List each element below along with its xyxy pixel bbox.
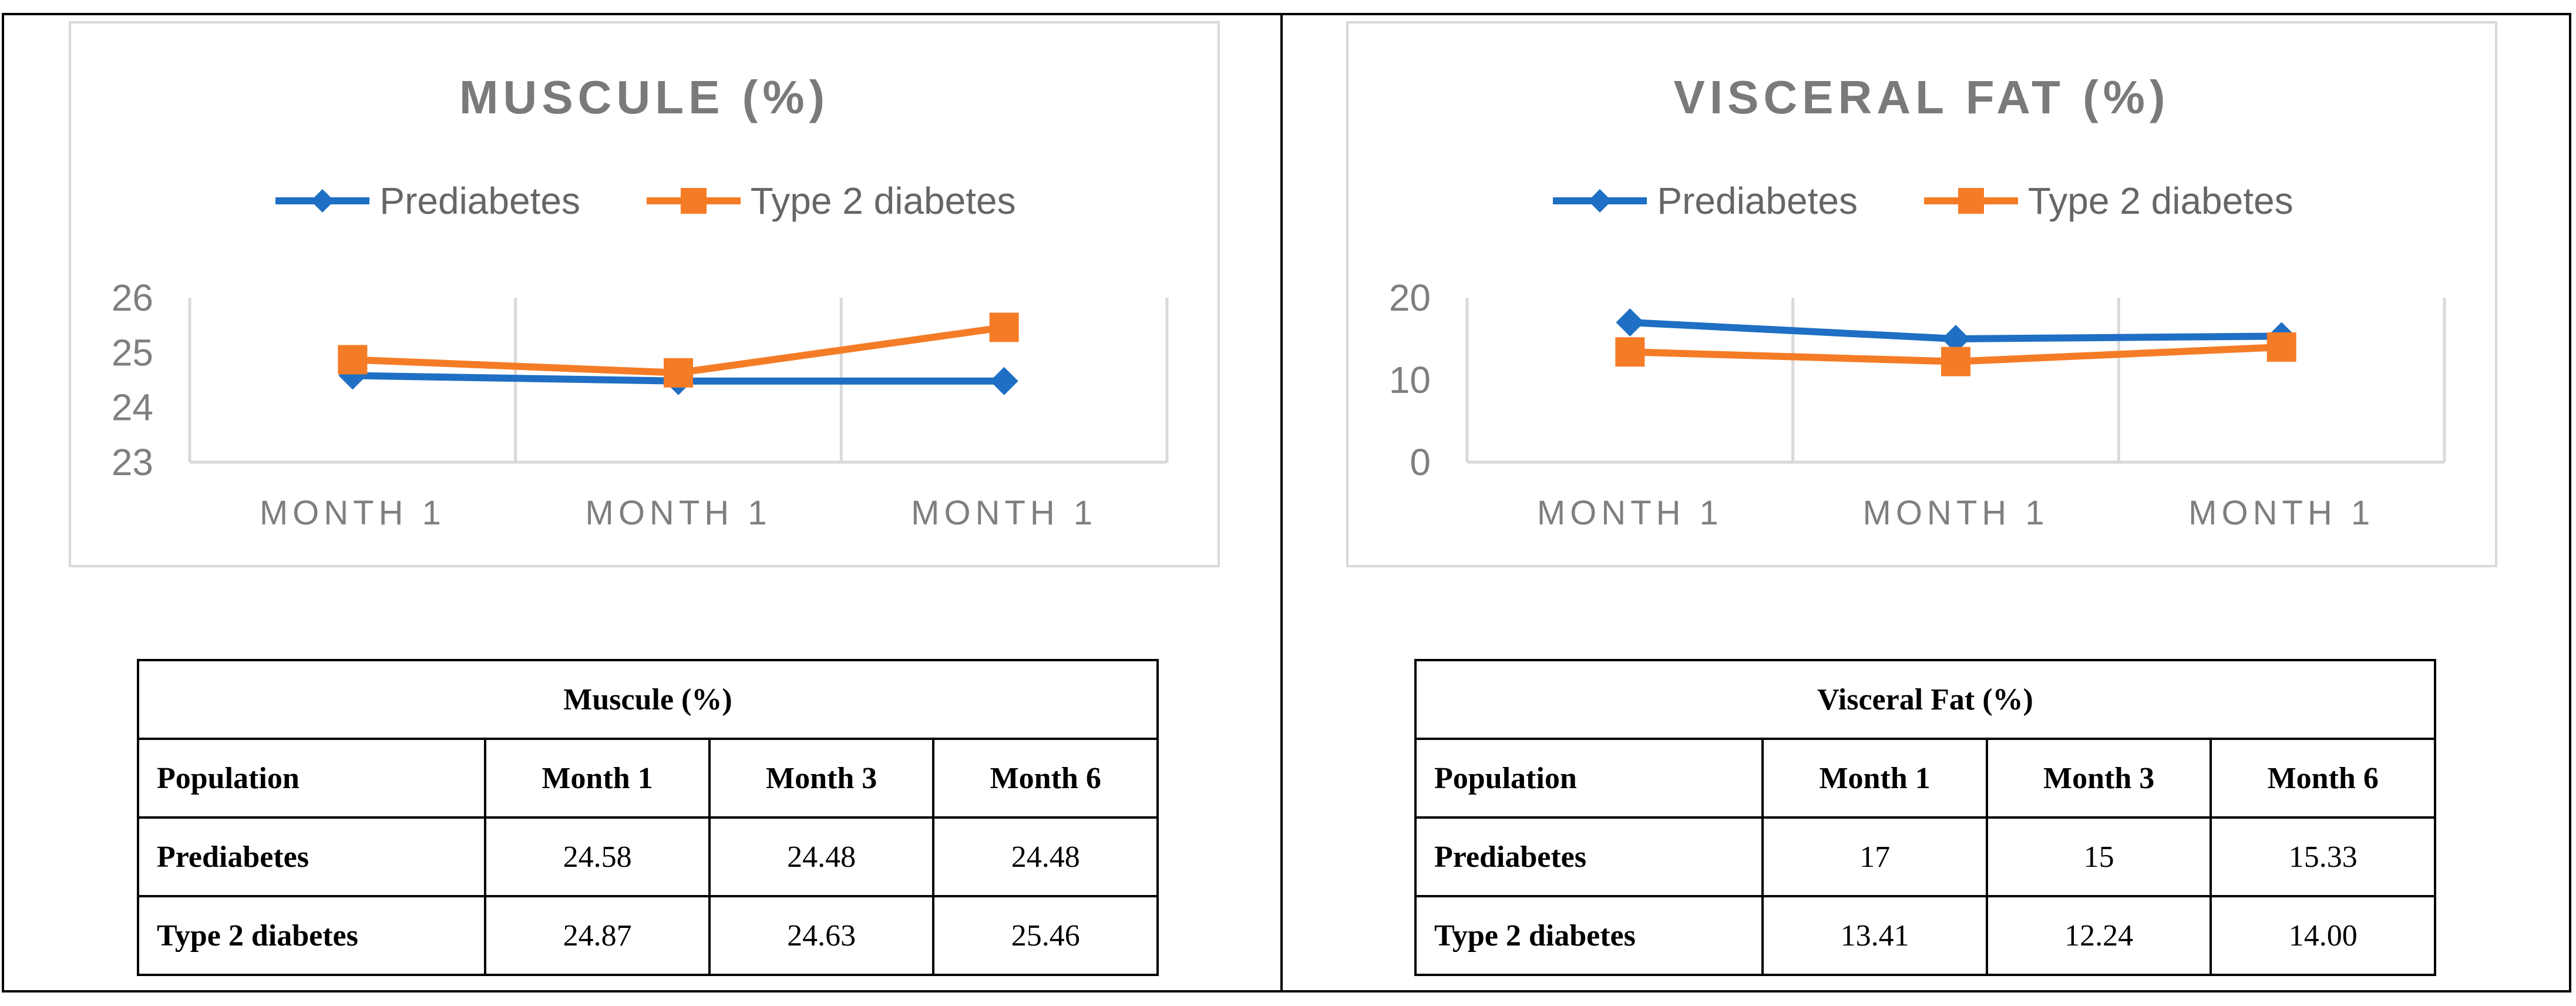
row-label: Prediabetes bbox=[1414, 816, 1764, 897]
row-label: Type 2 diabetes bbox=[1414, 895, 1764, 976]
table-row: Prediabetes 17 15 15.33 bbox=[1414, 816, 2436, 897]
y-tick-label: 10 bbox=[1389, 359, 1431, 401]
data-point-type2 bbox=[989, 312, 1019, 342]
data-point-type2 bbox=[1615, 337, 1645, 367]
header-month-1: Month 1 bbox=[1761, 738, 1988, 819]
header-population: Population bbox=[1414, 738, 1764, 819]
header-population: Population bbox=[136, 738, 487, 819]
cell-value: 15 bbox=[1985, 816, 2212, 897]
cell-value: 14.00 bbox=[2210, 895, 2436, 976]
table-row: Type 2 diabetes 13.41 12.24 14.00 bbox=[1414, 895, 2436, 976]
diamond-marker-icon bbox=[1553, 189, 1647, 213]
data-point-prediabetes bbox=[990, 366, 1018, 395]
legend-label: Type 2 diabetes bbox=[2027, 180, 2293, 222]
cell-value: 24.48 bbox=[708, 816, 935, 897]
muscle-panel: MUSCULE (%) Prediabetes Type 2 diabetes … bbox=[0, 0, 1284, 1006]
header-month-6: Month 6 bbox=[932, 738, 1159, 819]
header-month-1: Month 1 bbox=[484, 738, 711, 819]
visceral-fat-table: Visceral Fat (%) Population Month 1 Mont… bbox=[1414, 659, 2436, 976]
row-label: Type 2 diabetes bbox=[136, 895, 487, 976]
data-point-type2 bbox=[2266, 332, 2296, 362]
y-tick-label: 0 bbox=[1410, 441, 1431, 483]
panel-divider bbox=[1280, 13, 1283, 992]
cell-value: 13.41 bbox=[1761, 895, 1988, 976]
x-tick-label: MONTH 1 bbox=[586, 494, 772, 532]
x-tick-label: MONTH 1 bbox=[911, 494, 1097, 532]
figure-frame bbox=[2, 13, 2571, 992]
x-tick-label: MONTH 1 bbox=[260, 494, 446, 532]
data-point-prediabetes bbox=[1616, 308, 1645, 337]
square-marker-icon bbox=[646, 188, 741, 214]
legend-item-prediabetes: Prediabetes bbox=[1550, 179, 1858, 223]
cell-value: 24.48 bbox=[932, 816, 1159, 897]
legend-item-prediabetes: Prediabetes bbox=[273, 179, 580, 223]
legend-item-type2: Type 2 diabetes bbox=[1921, 179, 2293, 223]
square-marker-icon bbox=[1923, 188, 2018, 214]
visceral-fat-chart: VISCERAL FAT (%) Prediabetes Type 2 diab… bbox=[1346, 21, 2497, 567]
header-month-3: Month 3 bbox=[708, 738, 935, 819]
chart-title: VISCERAL FAT (%) bbox=[1673, 71, 2170, 123]
y-tick-label: 20 bbox=[1389, 277, 1431, 319]
muscle-table: Muscule (%) Population Month 1 Month 3 M… bbox=[136, 659, 1159, 976]
table-title: Visceral Fat (%) bbox=[1414, 659, 2436, 740]
cell-value: 17 bbox=[1761, 816, 1988, 897]
legend-label: Type 2 diabetes bbox=[750, 180, 1016, 222]
x-tick-label: MONTH 1 bbox=[1537, 494, 1723, 532]
cell-value: 15.33 bbox=[2210, 816, 2436, 897]
cell-value: 25.46 bbox=[932, 895, 1159, 976]
data-point-prediabetes bbox=[1942, 325, 1970, 353]
data-point-type2 bbox=[664, 358, 693, 388]
table-title: Muscule (%) bbox=[137, 659, 1159, 740]
legend-item-type2: Type 2 diabetes bbox=[644, 179, 1016, 223]
table-row: Prediabetes 24.58 24.48 24.48 bbox=[136, 816, 1159, 897]
diamond-marker-icon bbox=[275, 189, 370, 213]
chart-legend: Prediabetes Type 2 diabetes bbox=[1348, 179, 2495, 224]
y-tick-label: 26 bbox=[112, 277, 153, 319]
chart-title: MUSCULE (%) bbox=[459, 71, 830, 123]
visceral-fat-panel: VISCERAL FAT (%) Prediabetes Type 2 diab… bbox=[1277, 0, 2561, 1006]
x-tick-label: MONTH 1 bbox=[2188, 494, 2375, 532]
table-row: Type 2 diabetes 24.87 24.63 25.46 bbox=[136, 895, 1159, 976]
chart-legend: Prediabetes Type 2 diabetes bbox=[71, 179, 1218, 224]
data-point-type2 bbox=[1941, 346, 1970, 376]
header-month-6: Month 6 bbox=[2210, 738, 2436, 819]
x-tick-label: MONTH 1 bbox=[1863, 494, 2049, 532]
muscle-chart: MUSCULE (%) Prediabetes Type 2 diabetes … bbox=[69, 21, 1220, 567]
cell-value: 24.58 bbox=[484, 816, 711, 897]
row-label: Prediabetes bbox=[136, 816, 487, 897]
data-point-type2 bbox=[338, 345, 368, 375]
muscle-plot-area: 23 24 25 26 MONTH 1 MONTH 1 MONTH 1 bbox=[112, 277, 1169, 532]
visceral-fat-plot-area: 0 10 20 MONTH 1 MONTH 1 MONTH 1 bbox=[1389, 277, 2446, 532]
y-tick-label: 25 bbox=[112, 331, 153, 374]
y-tick-label: 24 bbox=[112, 386, 153, 429]
cell-value: 12.24 bbox=[1985, 895, 2212, 976]
y-tick-label: 23 bbox=[112, 441, 153, 483]
header-month-3: Month 3 bbox=[1985, 738, 2212, 819]
legend-label: Prediabetes bbox=[1657, 180, 1858, 222]
cell-value: 24.87 bbox=[484, 895, 711, 976]
legend-label: Prediabetes bbox=[379, 180, 580, 222]
cell-value: 24.63 bbox=[708, 895, 935, 976]
